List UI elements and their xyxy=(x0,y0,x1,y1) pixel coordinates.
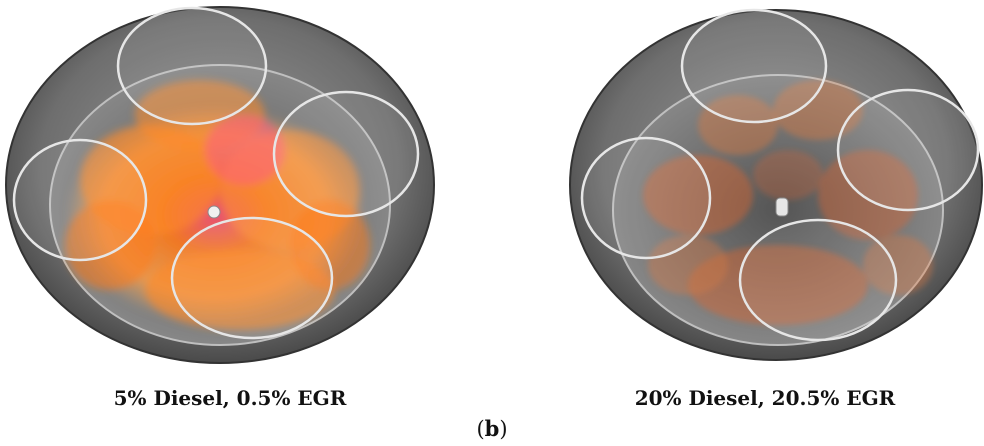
valve-pockets xyxy=(580,8,980,342)
injector-tip xyxy=(775,197,789,217)
figure-panel-label: (b) xyxy=(462,416,522,441)
flame-cloud xyxy=(643,80,933,325)
panel-caption-right: 20% Diesel, 20.5% EGR xyxy=(634,386,896,410)
valve-pockets xyxy=(12,6,420,340)
panel-label-letter: b xyxy=(484,416,500,441)
combustion-chamber-left xyxy=(0,0,440,370)
injector-tip xyxy=(207,205,221,219)
panel-caption-left: 5% Diesel, 0.5% EGR xyxy=(113,386,347,410)
panel-label-close: ) xyxy=(499,417,508,441)
combustion-chamber-right xyxy=(568,0,984,370)
panel-label-open: ( xyxy=(476,417,485,441)
